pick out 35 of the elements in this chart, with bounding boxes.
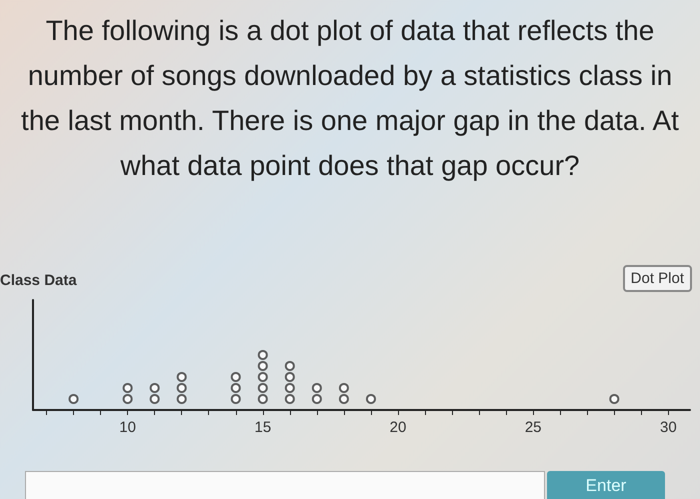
chart-title: The following is a dot plot of data that reflects the number of songs downloaded by a statistics class in the last month. There is one major gap in the data. At what data point does that gap occur? [20, 14, 680, 183]
point [258, 361, 268, 371]
point [258, 394, 268, 404]
point [284, 372, 295, 382]
point [338, 383, 349, 393]
point [258, 372, 268, 382]
x-tick-label: 25 [524, 419, 542, 436]
x-tick-label: 20 [390, 419, 406, 436]
point [176, 383, 187, 393]
point [230, 394, 241, 404]
point [366, 394, 376, 404]
point [122, 383, 133, 393]
point [258, 350, 268, 360]
point [312, 394, 322, 404]
point [609, 394, 620, 404]
point [68, 394, 79, 404]
point [338, 394, 349, 404]
point [284, 394, 295, 404]
point [284, 361, 295, 371]
point [150, 383, 160, 393]
point [258, 383, 268, 393]
x-tick-label: 30 [660, 419, 677, 436]
point [176, 372, 187, 382]
point [230, 383, 241, 393]
enter-button: Enter [547, 471, 665, 499]
x-tick-label: 10 [119, 419, 136, 436]
point [312, 383, 322, 393]
point [284, 383, 295, 393]
chart-subtitle: Class Data [0, 272, 77, 289]
point [230, 372, 241, 382]
dot-plot-button: Dot Plot [622, 265, 692, 292]
point [150, 394, 160, 404]
x-tick-label: 15 [254, 419, 272, 436]
point [176, 394, 187, 404]
point [122, 394, 133, 404]
